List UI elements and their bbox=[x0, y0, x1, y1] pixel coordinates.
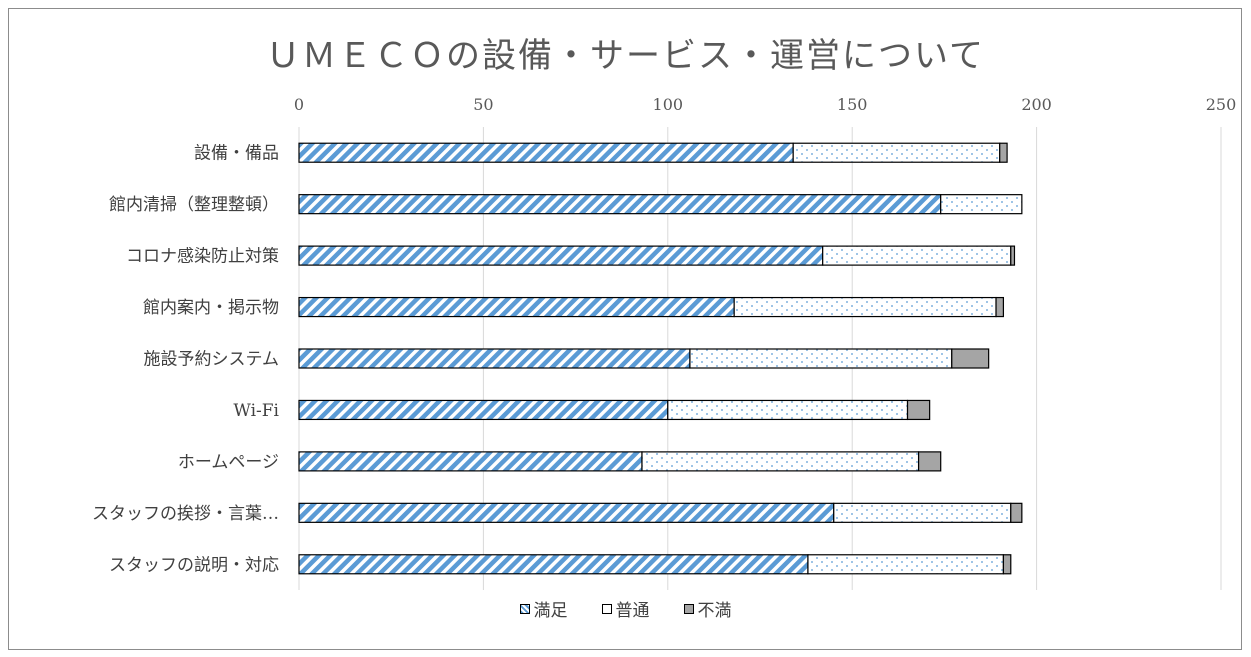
bar-neutral bbox=[733, 296, 997, 318]
y-category-label: 館内案内・掲示物 bbox=[143, 298, 279, 318]
bar-satisfied bbox=[298, 554, 809, 575]
legend-swatch-dissatisfied bbox=[683, 603, 694, 614]
x-tick-label: 100 bbox=[653, 95, 684, 114]
bar-satisfied bbox=[298, 194, 942, 215]
x-tick-label: 150 bbox=[837, 95, 868, 114]
bar-neutral bbox=[689, 348, 953, 369]
x-tick-label: 200 bbox=[1021, 95, 1052, 114]
legend-label-neutral: 普通 bbox=[615, 601, 650, 621]
bar-dissatisfied bbox=[906, 399, 931, 421]
y-category-label: 施設予約システム bbox=[144, 350, 280, 370]
legend-item-dissatisfied: 不満 bbox=[683, 596, 732, 621]
legend-item-satisfied: 満足 bbox=[519, 596, 568, 621]
bar-neutral bbox=[807, 554, 1005, 575]
bar-satisfied bbox=[298, 348, 691, 369]
bar-satisfied bbox=[298, 502, 835, 523]
bar-satisfied bbox=[298, 296, 735, 318]
bar-dissatisfied bbox=[1010, 502, 1023, 523]
bar-dissatisfied bbox=[917, 451, 942, 472]
bar-neutral bbox=[792, 142, 1001, 163]
bar-dissatisfied bbox=[999, 142, 1008, 163]
bar-satisfied bbox=[298, 245, 824, 266]
bar-dissatisfied bbox=[951, 348, 990, 369]
chart-legend: 満足 普通 不満 bbox=[0, 596, 1251, 621]
legend-label-satisfied: 満足 bbox=[533, 601, 568, 621]
bar-satisfied bbox=[298, 142, 794, 163]
bar-satisfied bbox=[298, 399, 669, 421]
y-category-label: ホームページ bbox=[178, 452, 279, 472]
x-tick-label: 250 bbox=[1206, 95, 1237, 114]
y-category-label: Wi-Fi bbox=[233, 401, 279, 421]
legend-swatch-satisfied bbox=[519, 603, 530, 614]
x-tick-label: 0 bbox=[294, 95, 304, 114]
bar-dissatisfied bbox=[995, 296, 1005, 318]
bar-neutral bbox=[641, 451, 920, 472]
bar-neutral bbox=[667, 399, 909, 421]
y-category-label: コロナ感染防止対策 bbox=[126, 247, 279, 267]
bar-dissatisfied bbox=[1002, 554, 1012, 575]
y-category-label: 館内清掃（整理整頓） bbox=[109, 195, 279, 215]
x-tick-label: 50 bbox=[473, 95, 493, 114]
y-category-label: 設備・備品 bbox=[194, 144, 279, 164]
bar-neutral bbox=[940, 194, 1023, 215]
legend-swatch-neutral bbox=[601, 603, 612, 614]
bar-dissatisfied bbox=[1010, 245, 1016, 266]
legend-item-neutral: 普通 bbox=[601, 596, 650, 621]
legend-label-dissatisfied: 不満 bbox=[697, 601, 732, 621]
bar-neutral bbox=[833, 502, 1012, 523]
y-category-label: スタッフの説明・対応 bbox=[109, 555, 279, 575]
bar-satisfied bbox=[298, 451, 643, 472]
bar-neutral bbox=[822, 245, 1012, 266]
chart-title: ＵＭＥＣＯの設備・サービス・運営について bbox=[266, 36, 985, 76]
y-category-label: スタッフの挨拶・言葉… bbox=[92, 504, 279, 524]
